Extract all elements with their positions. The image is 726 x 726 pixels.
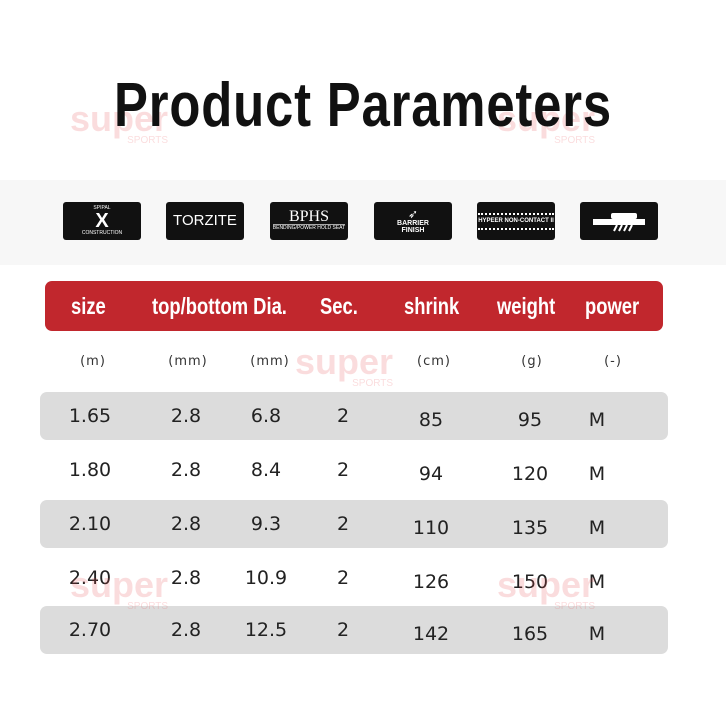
table-cell: 9.3 xyxy=(250,513,282,535)
table-cell: 135 xyxy=(511,517,549,539)
barrier-finish-icon: ➶ BARRIER FINISH xyxy=(374,202,452,240)
badge-label: BENDING/POWER HOLD SEAT xyxy=(272,224,346,231)
table-cell: M xyxy=(588,517,606,539)
badge-label: BARRIER FINISH xyxy=(397,220,429,234)
table-cell: 2.8 xyxy=(170,619,202,641)
table-cell: 6.8 xyxy=(250,405,282,427)
page-title: Product Parameters xyxy=(114,71,612,140)
header-power: power xyxy=(585,293,640,319)
table-header: size top/bottom Dia. Sec. shrink weight … xyxy=(45,281,663,331)
table-cell: 8.4 xyxy=(250,459,282,481)
table-cell: 2.40 xyxy=(68,567,112,589)
table-cell: 126 xyxy=(412,571,450,593)
table-cell: 2 xyxy=(336,459,350,481)
header-weight: weight xyxy=(497,293,556,319)
table-cell: 165 xyxy=(511,623,549,645)
header-sections: Sec. xyxy=(320,293,358,319)
unit-label: (mm) xyxy=(250,354,290,369)
unit-label: (m) xyxy=(80,354,106,369)
table-cell: M xyxy=(588,409,606,431)
table-cell: 1.65 xyxy=(68,405,112,427)
table-cell: 150 xyxy=(511,571,549,593)
table-cell: 2.8 xyxy=(170,459,202,481)
table-cell: M xyxy=(588,571,606,593)
table-cell: 10.9 xyxy=(244,567,288,589)
unit-label: (mm) xyxy=(168,354,208,369)
table-cell: 110 xyxy=(412,517,450,539)
badge-label: BPHS xyxy=(288,208,330,225)
table-cell: 2.8 xyxy=(170,567,202,589)
badge-label: CONSTRUCTION xyxy=(81,230,123,236)
table-cell: M xyxy=(588,623,606,645)
arrow-icon: ➶ xyxy=(407,207,419,221)
torzite-ring-icon: TORZITE xyxy=(166,202,244,240)
reel-seat-icon xyxy=(580,202,658,240)
table-row: 1.65 2.8 6.8 2 85 95 M xyxy=(40,392,668,440)
bphs-icon: BPHS BENDING/POWER HOLD SEAT xyxy=(270,202,348,240)
table-cell: 2 xyxy=(336,513,350,535)
header-diameter: top/bottom Dia. xyxy=(152,293,287,319)
table-cell: 2 xyxy=(336,619,350,641)
unit-label: (cm) xyxy=(417,354,451,369)
table-cell: 2.10 xyxy=(68,513,112,535)
header-size: size xyxy=(71,293,106,319)
badge-label: HYPEER NON-CONTACT II xyxy=(478,212,554,230)
table-cell: 1.80 xyxy=(68,459,112,481)
table-cell: 12.5 xyxy=(244,619,288,641)
unit-label: (-) xyxy=(604,354,622,369)
badge-label: TORZITE xyxy=(173,212,237,229)
table-cell: 2 xyxy=(336,405,350,427)
reel-seat-graphic xyxy=(593,213,645,232)
table-cell: 2.70 xyxy=(68,619,112,641)
table-row: 2.40 2.8 10.9 2 126 150 M xyxy=(40,554,668,602)
table-cell: 95 xyxy=(517,409,543,431)
header-shrink: shrink xyxy=(404,293,460,319)
non-contact-icon: HYPEER NON-CONTACT II xyxy=(477,202,555,240)
table-row: 2.70 2.8 12.5 2 142 165 M xyxy=(40,606,668,654)
spiral-x-icon: SPIPAL X CONSTRUCTION xyxy=(63,202,141,240)
table-cell: 2 xyxy=(336,567,350,589)
table-cell: 85 xyxy=(418,409,444,431)
table-cell: 2.8 xyxy=(170,405,202,427)
badge-label: SPIPAL xyxy=(93,205,111,211)
table-cell: 94 xyxy=(418,463,444,485)
table-row: 1.80 2.8 8.4 2 94 120 M xyxy=(40,446,668,494)
table-row: 2.10 2.8 9.3 2 110 135 M xyxy=(40,500,668,548)
table-cell: 120 xyxy=(511,463,549,485)
table-cell: 2.8 xyxy=(170,513,202,535)
table-cell: 142 xyxy=(412,623,450,645)
unit-label: (g) xyxy=(521,354,543,369)
badge-label: X xyxy=(95,210,109,232)
table-cell: M xyxy=(588,463,606,485)
